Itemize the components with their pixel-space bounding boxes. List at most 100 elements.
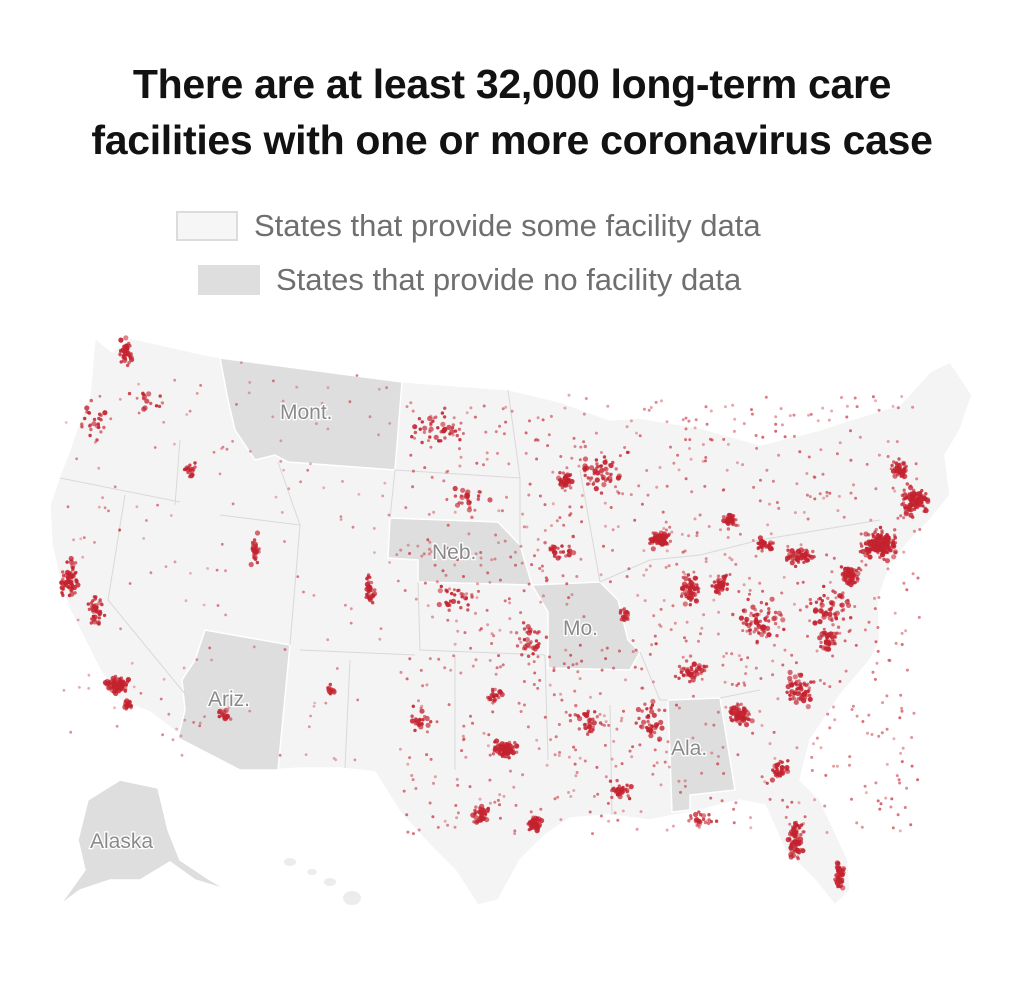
facility-dot [689,457,693,461]
facility-dot [646,493,650,497]
facility-dot [822,593,826,598]
facility-dot [735,461,739,465]
facility-dot [119,627,122,631]
facility-dot [440,421,446,427]
facility-dot [689,665,694,669]
facility-dot [538,567,542,570]
facility-dot [498,816,502,820]
facility-dot [860,548,866,555]
facility-dot [458,464,462,468]
facility-dot [723,680,727,684]
facility-dot [768,742,772,746]
facility-dot [873,677,877,681]
facility-dot [456,588,460,593]
facility-dot [841,617,846,621]
facility-dot [899,751,903,755]
facility-dot [604,524,607,528]
facility-dot [764,395,768,399]
facility-dot [563,482,569,488]
facility-dot [521,621,526,625]
facility-dot [652,614,656,618]
facility-dot [864,791,868,795]
facility-dot [682,601,688,607]
facility-dot [348,400,352,404]
facility-dot [859,532,863,536]
facility-dot [898,781,902,785]
facility-dot [460,487,466,493]
facility-dot [588,717,592,721]
facility-dot [596,472,600,476]
facility-dot [446,424,452,430]
facility-dot [912,495,916,499]
facility-dot [673,621,677,625]
facility-dot [916,491,922,497]
facility-dot [476,497,480,501]
facility-dot [567,666,571,670]
facility-dot [78,686,81,689]
facility-dot [567,544,571,548]
facility-dot [570,593,574,597]
facility-dot [877,543,881,547]
facility-dot [118,352,122,356]
facility-dot [302,590,305,594]
facility-dot [758,709,762,713]
facility-dot [496,451,499,455]
facility-dot [746,597,750,602]
facility-dot [541,594,545,598]
facility-dot [757,631,761,635]
facility-dot [564,648,568,652]
facility-dot [432,781,435,785]
facility-dot [446,823,450,827]
facility-dot [849,616,853,620]
facility-dot [574,748,578,752]
facility-dot [132,685,136,689]
facility-dot [853,396,857,400]
facility-dot [422,425,428,431]
facility-dot [425,683,429,687]
facility-dot [474,552,478,556]
facility-dot [486,744,490,748]
facility-dot [580,659,584,663]
facility-dot [218,472,222,476]
facility-dot [102,613,107,618]
facility-dot [499,691,505,698]
facility-dot [867,713,871,717]
facility-dot [526,822,530,826]
facility-dot [684,659,689,663]
facility-dot [793,699,799,705]
facility-dot [436,426,440,430]
facility-dot [493,800,497,804]
facility-dot [771,541,775,545]
facility-dot [704,722,708,726]
facility-dot [422,552,426,556]
facility-dot [123,335,129,341]
facility-dot [811,549,815,554]
facility-dot [701,443,705,446]
facility-dot [765,468,769,472]
facility-dot [616,787,620,791]
facility-dot [893,489,897,493]
facility-dot [874,487,878,491]
facility-dot [802,683,807,687]
facility-dot [687,595,692,599]
facility-dot [99,430,103,434]
facility-dot [691,694,695,698]
facility-dot [683,784,687,788]
facility-dot [509,749,513,753]
facility-dot [557,723,561,726]
facility-dot [446,469,450,473]
facility-dot [589,695,592,699]
facility-dot [524,451,528,455]
facility-dot [571,663,575,667]
facility-dot [726,536,730,539]
facility-dot [159,697,163,701]
facility-dot [602,455,607,459]
facility-dot [688,438,692,442]
facility-dot [580,494,584,497]
facility-dot [582,463,588,469]
facility-dot [456,783,460,787]
facility-dot [714,819,719,823]
facility-dot [451,423,455,427]
facility-dot [818,678,822,682]
facility-dot [66,576,70,580]
